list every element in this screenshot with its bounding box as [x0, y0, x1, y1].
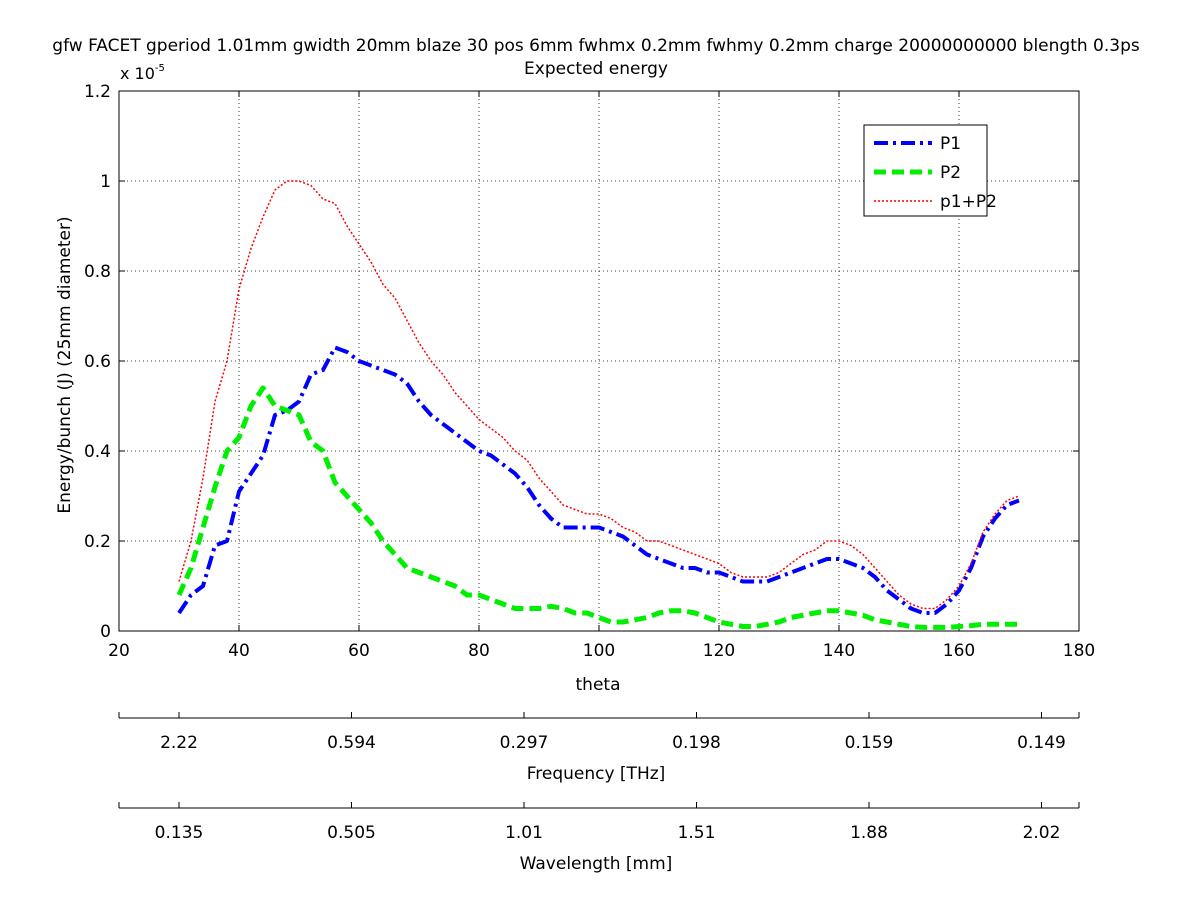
secondary-axes: 2.22 0.594 0.297 0.198 0.159 0.149 Frequency […	[118, 712, 1080, 874]
secondary-tick-label: 1.51	[678, 823, 716, 843]
secondary-tick-label: 1.01	[505, 823, 543, 843]
secondary-tick-label: 0.198	[672, 733, 721, 753]
secondary-tick-label: 0.135	[155, 823, 204, 843]
y-tick-label: 1.2	[84, 82, 111, 102]
secondary-axis-label: Frequency [THz]	[527, 764, 666, 784]
legend-label-3: p1+P2	[940, 192, 997, 212]
secondary-axis-label: Wavelength [mm]	[520, 854, 673, 874]
y-multiplier: x 10-5	[120, 63, 165, 83]
legend-label-1: P1	[940, 134, 961, 154]
legend-label-2: P2	[940, 163, 961, 183]
series-group	[176, 180, 1020, 630]
secondary-tick-label: 0.159	[845, 733, 894, 753]
secondary-tick-label: 0.505	[327, 823, 376, 843]
y-tick-label: 0	[100, 622, 111, 642]
axis-ticks: 20 40 60 80 100 120 140 160 180 0 0.2 0.4 0.6 0.8 1 1.2	[84, 82, 1095, 661]
x-tick-label: 80	[468, 641, 490, 661]
secondary-tick-label: 0.594	[327, 733, 376, 753]
y-axis-label: Energy/bunch (J) (25mm diameter)	[55, 216, 75, 513]
x-tick-label: 120	[703, 641, 735, 661]
secondary-tick-label: 2.22	[160, 733, 198, 753]
secondary-tick-label: 1.88	[850, 823, 888, 843]
series-line-2	[176, 385, 1019, 630]
x-tick-label: 160	[943, 641, 975, 661]
chart-subtitle: Expected energy	[524, 59, 668, 79]
y-tick-label: 1	[100, 172, 111, 192]
x-tick-label: 20	[108, 641, 130, 661]
y-tick-label: 0.6	[84, 352, 111, 372]
series-line-3	[178, 180, 1020, 610]
x-axis-label: theta	[576, 675, 621, 695]
x-tick-label: 140	[823, 641, 855, 661]
legend: P1 P2 p1+P2	[863, 124, 997, 217]
x-tick-label: 40	[228, 641, 250, 661]
secondary-tick-label: 0.149	[1017, 733, 1066, 753]
secondary-tick-label: 2.02	[1023, 823, 1061, 843]
series-line-1	[177, 345, 1020, 615]
y-tick-label: 0.2	[84, 532, 111, 552]
y-tick-label: 0.8	[84, 262, 111, 282]
x-tick-label: 100	[583, 641, 615, 661]
chart-title: gfw FACET gperiod 1.01mm gwidth 20mm bla…	[52, 36, 1140, 56]
x-tick-label: 60	[348, 641, 370, 661]
x-tick-label: 180	[1063, 641, 1095, 661]
y-tick-label: 0.4	[84, 442, 111, 462]
secondary-tick-label: 0.297	[500, 733, 549, 753]
